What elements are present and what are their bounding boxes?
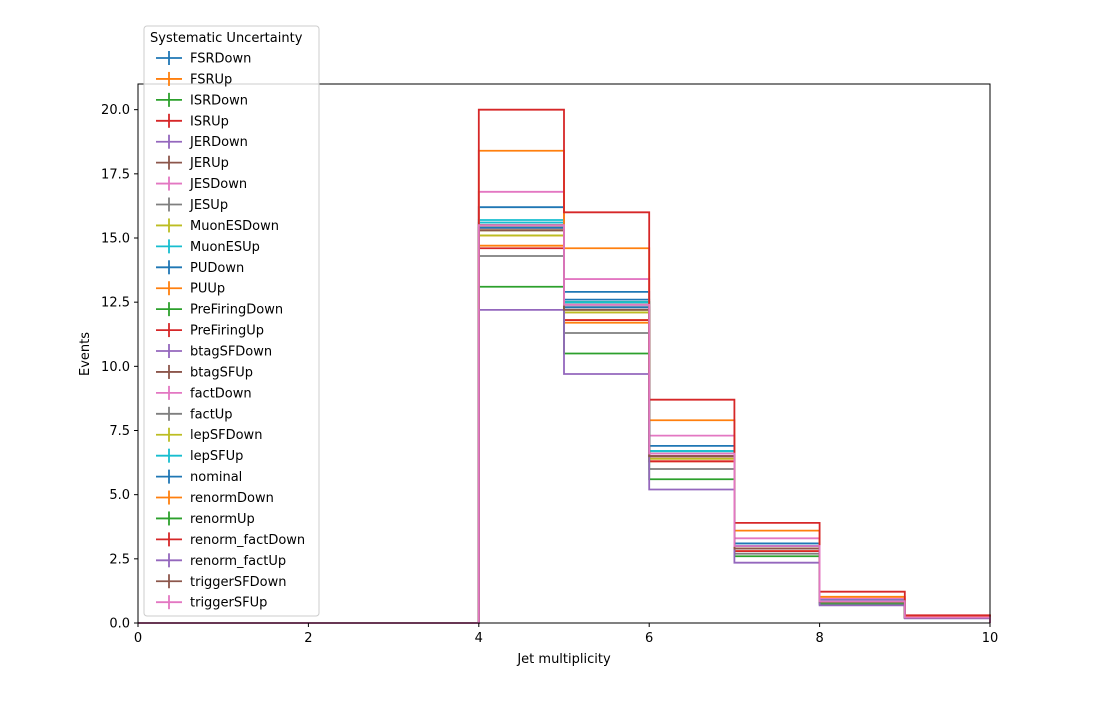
plot-frame — [137, 83, 991, 624]
x-tick-label: 6 — [645, 631, 653, 646]
legend-label: factDown — [190, 386, 252, 401]
legend-entry-FSRDown: FSRDown — [156, 51, 251, 67]
legend-label: PUUp — [190, 282, 225, 297]
legend-label: nominal — [190, 470, 242, 485]
y-tick-label: 12.5 — [101, 296, 130, 311]
y-tick-label: 5.0 — [109, 488, 130, 503]
legend-label: FSRUp — [190, 72, 232, 87]
legend-entry-renormDown: renormDown — [156, 490, 274, 506]
legend-label: lepSFDown — [190, 428, 262, 443]
legend-entry-PreFiringUp: PreFiringUp — [156, 323, 264, 339]
legend-entry-renorm_factDown: renorm_factDown — [156, 532, 305, 548]
y-axis-label: Events — [78, 332, 93, 376]
legend-label: triggerSFUp — [190, 596, 267, 611]
legend-entry-btagSFDown: btagSFDown — [156, 344, 272, 360]
legend: Systematic Uncertainty FSRDown FSRUp ISRDo… — [143, 25, 320, 617]
legend-label: btagSFUp — [190, 365, 253, 380]
legend-entry-JESUp: JESUp — [156, 197, 228, 213]
legend-entry-lepSFUp: lepSFUp — [156, 448, 243, 464]
legend-frame — [143, 25, 320, 617]
legend-entry-triggerSFDown: triggerSFDown — [156, 574, 286, 590]
legend-entry-triggerSFUp: triggerSFUp — [156, 595, 267, 611]
legend-label: FSRDown — [190, 52, 251, 67]
x-tick-label: 8 — [815, 631, 823, 646]
y-tick-label: 17.5 — [101, 167, 130, 182]
y-tick-label: 7.5 — [109, 424, 130, 439]
legend-entry-btagSFUp: btagSFUp — [156, 364, 253, 380]
legend-entry-factDown: factDown — [156, 385, 252, 401]
x-tick-label: 10 — [982, 631, 999, 646]
y-axis-ticks: 0.0 2.5 5.0 7.5 10.0 12.5 15.0 17.5 20.0 — [101, 103, 138, 632]
legend-label: renormUp — [190, 512, 255, 527]
y-tick-label: 2.5 — [109, 552, 130, 567]
legend-entry-PreFiringDown: PreFiringDown — [156, 302, 283, 318]
legend-label: JERDown — [189, 135, 248, 150]
legend-entry-FSRUp: FSRUp — [156, 71, 232, 87]
y-tick-label: 0.0 — [109, 617, 130, 632]
legend-label: MuonESDown — [190, 219, 279, 234]
legend-label: triggerSFDown — [190, 575, 286, 590]
legend-entry-ISRUp: ISRUp — [156, 113, 229, 129]
legend-label: factUp — [190, 407, 233, 422]
legend-label: renormDown — [190, 491, 274, 506]
legend-label: MuonESUp — [190, 240, 260, 255]
legend-label: btagSFDown — [190, 345, 272, 360]
legend-label: PreFiringUp — [190, 324, 264, 339]
legend-label: ISRUp — [190, 114, 229, 129]
legend-entry-renorm_factUp: renorm_factUp — [156, 553, 286, 569]
legend-entry-ISRDown: ISRDown — [156, 92, 248, 108]
legend-entry-MuonESDown: MuonESDown — [156, 218, 279, 234]
legend-entry-nominal: nominal — [156, 469, 242, 485]
legend-label: JERUp — [189, 156, 229, 171]
legend-label: PreFiringDown — [190, 303, 283, 318]
legend-entry-factUp: factUp — [156, 406, 233, 422]
legend-label: renorm_factUp — [190, 554, 286, 569]
legend-entries: FSRDown FSRUp ISRDown ISRUp JERDown JERUp JESD… — [156, 51, 305, 611]
x-tick-label: 0 — [134, 631, 142, 646]
legend-entry-JERDown: JERDown — [156, 134, 248, 150]
legend-label: JESUp — [189, 198, 228, 213]
legend-label: ISRDown — [190, 93, 248, 108]
legend-entry-renormUp: renormUp — [156, 511, 255, 527]
x-axis-ticks: 0 2 4 6 8 10 — [134, 623, 998, 646]
legend-label: PUDown — [190, 261, 244, 276]
legend-entry-JERUp: JERUp — [156, 155, 229, 171]
x-tick-label: 2 — [304, 631, 312, 646]
legend-label: renorm_factDown — [190, 533, 305, 548]
legend-entry-MuonESUp: MuonESUp — [156, 239, 260, 255]
x-axis-label: Jet multiplicity — [516, 652, 611, 667]
y-tick-label: 10.0 — [101, 360, 130, 375]
legend-entry-lepSFDown: lepSFDown — [156, 427, 262, 443]
legend-entry-PUDown: PUDown — [156, 260, 244, 276]
legend-label: lepSFUp — [190, 449, 243, 464]
legend-entry-PUUp: PUUp — [156, 281, 225, 297]
legend-title: Systematic Uncertainty — [150, 31, 303, 46]
legend-label: JESDown — [189, 177, 247, 192]
y-tick-label: 20.0 — [101, 103, 130, 118]
y-tick-label: 15.0 — [101, 232, 130, 247]
legend-entry-JESDown: JESDown — [156, 176, 247, 192]
x-tick-label: 4 — [475, 631, 483, 646]
